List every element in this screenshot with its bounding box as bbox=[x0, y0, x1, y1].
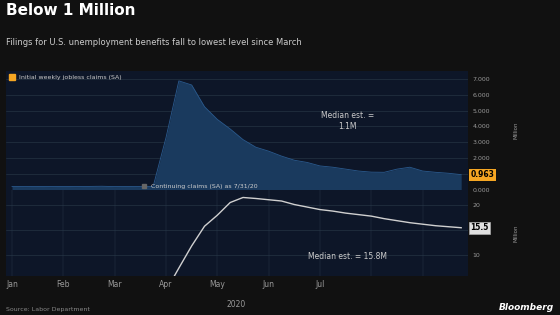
Legend: Continuing claims (SA) as 7/31/20: Continuing claims (SA) as 7/31/20 bbox=[141, 183, 259, 190]
Text: Million: Million bbox=[514, 224, 519, 242]
Legend: Initial weekly jobless claims (SA): Initial weekly jobless claims (SA) bbox=[9, 74, 123, 81]
Text: Filings for U.S. unemployment benefits fall to lowest level since March: Filings for U.S. unemployment benefits f… bbox=[6, 38, 301, 47]
Text: Median est. =
1.1M: Median est. = 1.1M bbox=[321, 111, 374, 131]
Text: Bloomberg: Bloomberg bbox=[499, 303, 554, 312]
Text: Million: Million bbox=[514, 122, 519, 139]
Text: 2020: 2020 bbox=[227, 300, 246, 309]
Text: Median est. = 15.8M: Median est. = 15.8M bbox=[308, 252, 387, 261]
Text: Below 1 Million: Below 1 Million bbox=[6, 3, 135, 18]
Text: Source: Labor Department: Source: Labor Department bbox=[6, 307, 90, 312]
Text: 0.963: 0.963 bbox=[470, 170, 494, 179]
Text: 15.5: 15.5 bbox=[470, 223, 489, 232]
